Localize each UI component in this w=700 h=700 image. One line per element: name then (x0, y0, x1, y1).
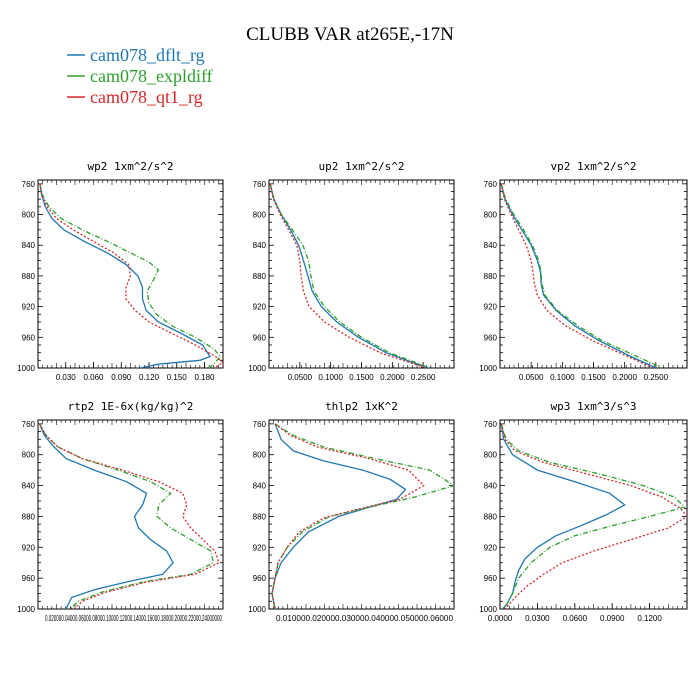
y-tick-label: 960 (22, 574, 36, 583)
series-line-cam078_dflt_rg (39, 183, 211, 368)
panel-5: thlp2 1xK^2 760 800 840 880 920 960 1000 0.01000… (248, 400, 455, 623)
x-tick-label: 0.120 (139, 373, 160, 382)
y-tick-label: 960 (253, 333, 267, 342)
series-line-cam078_expldiff (500, 183, 663, 368)
series-line-cam078_qt1_rg (39, 183, 223, 368)
y-tick-label: 960 (484, 574, 498, 583)
panel-title: rtp2 1E-6x(kg/kg)^2 (68, 400, 194, 413)
x-tick-label: 0.2000 (380, 373, 405, 382)
y-tick-label: 800 (22, 211, 36, 220)
series-line-cam078_dflt_rg (500, 423, 626, 609)
x-tick-label: 0.0600 (563, 614, 588, 623)
x-tick-label: 0.1000 (318, 373, 343, 382)
panel-2: up2 1xm^2/s^2 760 800 840 880 920 960 1000 0.050… (248, 160, 455, 382)
panel-6: wp3 1xm^3/s^3 760 800 840 880 920 960 10000.000… (479, 400, 688, 623)
x-tick-label: 0.150 (167, 373, 188, 382)
y-tick-label: 800 (253, 451, 267, 460)
panel-title: wp2 1xm^2/s^2 (87, 160, 173, 173)
y-tick-label: 880 (484, 512, 498, 521)
y-tick-label: 1000 (479, 605, 497, 614)
x-tick-label: 0.0500 (288, 373, 313, 382)
x-tick-labels: 0.010000.020000.030000.040000.050000.060… (276, 614, 454, 623)
x-tick-label: 0.1500 (349, 373, 374, 382)
panel-1: wp2 1xm^2/s^2 760 800 840 880 920 960 1000 0.030… (17, 160, 224, 382)
series-line-cam078_qt1_rg (39, 423, 220, 609)
legend-label-1: cam078_dflt_rg (90, 45, 205, 65)
x-tick-label: 0.0500 (519, 373, 544, 382)
x-tick-label: 0.0300 (525, 614, 550, 623)
y-tick-label: 800 (484, 451, 498, 460)
panel-title: thlp2 1xK^2 (325, 400, 398, 413)
y-tick-label: 760 (253, 180, 267, 189)
y-tick-label: 1000 (248, 364, 266, 373)
legend-label-2: cam078_expldiff (90, 66, 213, 86)
y-tick-label: 760 (484, 420, 498, 429)
x-tick-label: 0.030 (56, 373, 77, 382)
panel-4: rtp2 1E-6x(kg/kg)^2 760 800 840 880 920 960 100… (17, 400, 224, 623)
y-tick-label: 760 (22, 180, 36, 189)
series-line-cam078_expldiff (500, 423, 686, 609)
series-line-cam078_expldiff (271, 423, 454, 609)
x-tick-label: 0.060 (83, 373, 104, 382)
series-line-cam078_expldiff (269, 183, 430, 368)
y-tick-label: 840 (484, 241, 498, 250)
y-tick-label: 920 (484, 543, 498, 552)
y-tick-label: 920 (484, 303, 498, 312)
panel-title: vp2 1xm^2/s^2 (550, 160, 636, 173)
panel-title: up2 1xm^2/s^2 (318, 160, 404, 173)
y-tick-label: 840 (253, 482, 267, 491)
x-tick-label: 0.0000 (488, 614, 513, 623)
series-line-cam078_expldiff (39, 183, 222, 368)
panel-3: vp2 1xm^2/s^2 760 800 840 880 920 960 1000 0.050… (479, 160, 688, 382)
y-tick-label: 880 (253, 272, 267, 281)
panel-title: wp3 1xm^3/s^3 (550, 400, 636, 413)
x-tick-label: 0.1500 (581, 373, 606, 382)
x-tick-label: 0.180 (194, 373, 215, 382)
y-tick-label: 1000 (479, 364, 497, 373)
x-tick-label: 0.2500 (411, 373, 436, 382)
y-tick-label: 920 (22, 543, 36, 552)
y-tick-label: 960 (253, 574, 267, 583)
y-tick-label: 880 (484, 272, 498, 281)
y-tick-label: 920 (22, 303, 36, 312)
y-tick-label: 760 (253, 420, 267, 429)
y-tick-label: 1000 (17, 605, 35, 614)
y-tick-label: 840 (22, 482, 36, 491)
y-tick-label: 880 (253, 512, 267, 521)
y-tick-label: 760 (484, 180, 498, 189)
y-tick-label: 920 (253, 543, 267, 552)
legend-label-3: cam078_qt1_rg (90, 87, 203, 107)
y-tick-label: 840 (484, 482, 498, 491)
y-tick-label: 800 (484, 211, 498, 220)
y-tick-label: 1000 (248, 605, 266, 614)
y-tick-label: 800 (22, 451, 36, 460)
series-line-cam078_dflt_rg (39, 423, 174, 609)
x-tick-labels: 0.020000.04000.06000.08000.10000.12000.1… (45, 614, 222, 623)
y-tick-label: 960 (484, 333, 498, 342)
series-line-cam078_dflt_rg (269, 183, 430, 368)
x-tick-label: 0.090 (111, 373, 132, 382)
y-tick-label: 1000 (17, 364, 35, 373)
y-tick-label: 960 (22, 333, 36, 342)
y-tick-label: 800 (253, 211, 267, 220)
x-tick-label: 0.2500 (644, 373, 669, 382)
x-tick-label: 0.2000 (612, 373, 637, 382)
x-tick-label: 0.0900 (600, 614, 625, 623)
x-tick-label: 0.1200 (637, 614, 662, 623)
y-tick-label: 760 (22, 420, 36, 429)
series-line-cam078_qt1_rg (500, 183, 653, 368)
series-line-cam078_qt1_rg (269, 183, 427, 368)
panels-container: wp2 1xm^2/s^2 760 800 840 880 920 960 1000 0.030… (17, 160, 688, 623)
y-tick-label: 840 (22, 241, 36, 250)
y-tick-label: 920 (253, 303, 267, 312)
figure-title: CLUBB VAR at265E,-17N (246, 24, 454, 45)
series-line-cam078_qt1_rg (271, 423, 425, 609)
legend: cam078_dflt_rg cam078_expldiff cam078_qt… (67, 45, 213, 107)
y-tick-label: 840 (253, 241, 267, 250)
x-tick-label: 0.1000 (550, 373, 575, 382)
y-tick-label: 880 (22, 512, 36, 521)
y-tick-label: 880 (22, 272, 36, 281)
